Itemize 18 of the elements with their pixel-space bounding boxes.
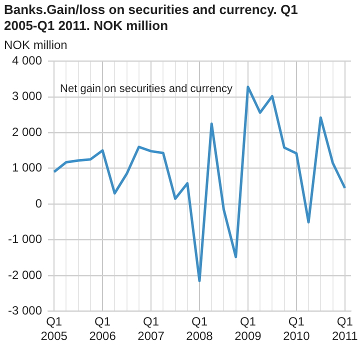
y-axis-title: NOK million	[4, 38, 68, 52]
x-tick-label: Q1 2009	[234, 314, 262, 344]
y-tick-label: 3 000	[12, 89, 42, 104]
x-tick-label: Q1 2010	[283, 314, 310, 344]
x-tick-label: Q1 2006	[89, 314, 116, 344]
x-tick-label: Q1 2007	[138, 314, 165, 344]
chart-title: Banks.Gain/loss on securities and currency. Q1 2005-Q1 2011. NOK million	[4, 2, 299, 34]
x-tick-label: Q1 2005	[40, 314, 68, 344]
y-tick-label: -1 000	[8, 232, 42, 246]
y-tick-label: 1 000	[12, 160, 42, 175]
x-tick-label: Q1 2008	[186, 314, 214, 344]
y-tick-label: 0	[35, 196, 42, 210]
y-tick-label: 2 000	[12, 124, 42, 139]
x-tick-label: Q1 2011	[332, 314, 358, 344]
y-tick-label: 4 000	[12, 54, 42, 68]
y-tick-label: -3 000	[8, 304, 42, 318]
y-tick-label: -2 000	[8, 268, 42, 282]
series-label: Net gain on securities and currency	[60, 83, 233, 96]
